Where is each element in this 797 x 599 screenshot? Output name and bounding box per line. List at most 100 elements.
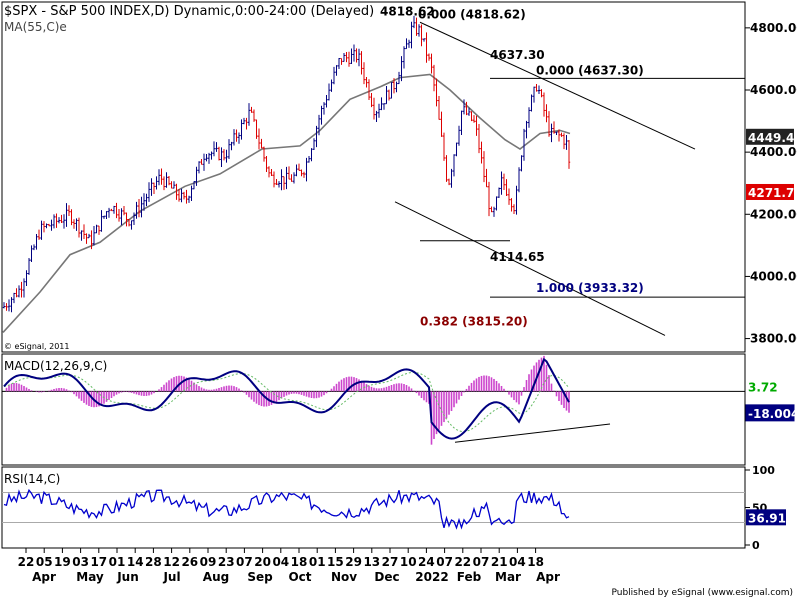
ohlc-bar <box>142 193 146 211</box>
x-day-label: 21 <box>491 555 508 569</box>
ohlc-bar <box>7 299 11 312</box>
ohlc-bar <box>70 209 73 226</box>
ohlc-bar <box>127 218 131 227</box>
ohlc-bar <box>380 97 383 111</box>
ohlc-bar <box>65 203 68 227</box>
ohlc-bar <box>465 101 468 116</box>
x-month-label: Jun <box>116 570 139 584</box>
ohlc-bar <box>155 176 158 190</box>
ohlc-bar <box>37 229 41 240</box>
ohlc-bar <box>307 155 311 163</box>
ohlc-bar <box>145 193 148 207</box>
ohlc-bar <box>427 53 431 61</box>
x-day-label: 07 <box>473 555 490 569</box>
ohlc-bar <box>360 51 363 75</box>
ohlc-bar <box>152 182 156 194</box>
ohlc-bar <box>232 129 236 146</box>
ohlc-bar <box>407 39 411 48</box>
ohlc-bar <box>257 128 261 150</box>
macd-badge-label: -18.004 <box>748 407 797 421</box>
price-annotation: 0.382 (3815.20) <box>420 315 528 329</box>
price-chart-title: $SPX - S&P 500 INDEX,D) Dynamic,0:00-24:… <box>4 4 374 19</box>
ohlc-bar <box>497 187 501 199</box>
ohlc-bar <box>377 103 381 118</box>
ohlc-bar <box>567 139 571 169</box>
ohlc-bar <box>475 115 478 136</box>
ohlc-bar <box>260 138 263 149</box>
x-day-label: 07 <box>236 555 253 569</box>
ohlc-bar <box>100 210 103 232</box>
ohlc-bar <box>32 244 36 251</box>
ohlc-bar <box>285 166 288 190</box>
ohlc-bar <box>472 115 476 123</box>
ohlc-bar <box>532 86 536 103</box>
ohlc-bar <box>240 119 243 140</box>
publisher-footer: Published by eSignal (www.esignal.com) <box>611 588 793 598</box>
ohlc-bar <box>490 206 493 213</box>
ohlc-bar <box>235 129 238 142</box>
ohlc-bar <box>440 111 443 137</box>
ohlc-bar <box>517 167 521 193</box>
x-month-label: Nov <box>331 570 357 584</box>
x-day-label: 14 <box>127 555 144 569</box>
ohlc-bar <box>40 220 43 240</box>
ohlc-bar <box>135 201 138 219</box>
ohlc-bar <box>125 212 128 227</box>
ohlc-bar <box>180 188 183 203</box>
ohlc-bar <box>430 53 433 74</box>
ohlc-bar <box>375 110 378 122</box>
ohlc-bar <box>555 131 558 136</box>
ohlc-bar <box>272 171 276 188</box>
x-day-label: 29 <box>345 555 362 569</box>
ohlc-bar <box>512 204 516 214</box>
ohlc-bar <box>205 154 208 162</box>
ohlc-bar <box>382 103 386 110</box>
x-day-label: 12 <box>163 555 180 569</box>
x-day-label: 17 <box>90 555 107 569</box>
ohlc-bar <box>112 205 116 214</box>
ohlc-bar <box>460 110 463 136</box>
price-ytick-label: 4800.00 <box>750 21 797 35</box>
price-badge <box>746 183 794 200</box>
ohlc-bar <box>90 230 93 250</box>
x-month-label: Apr <box>32 570 56 584</box>
ohlc-bar <box>522 128 526 161</box>
ohlc-bar <box>335 65 338 76</box>
rsi-ytick-label: 0 <box>752 539 760 552</box>
ohlc-bar <box>447 178 451 186</box>
ohlc-bar <box>535 83 538 92</box>
ohlc-bar <box>250 106 253 113</box>
ohlc-bar <box>365 76 368 88</box>
ohlc-bar <box>12 292 16 304</box>
ohlc-bar <box>452 154 456 177</box>
ohlc-bar <box>45 223 48 229</box>
ohlc-bar <box>122 205 126 216</box>
ohlc-bar <box>445 155 448 182</box>
x-day-label: 22 <box>18 555 35 569</box>
ohlc-bar <box>547 111 551 137</box>
ohlc-bar <box>322 102 326 115</box>
x-day-label: 19 <box>54 555 71 569</box>
ohlc-bar <box>315 125 318 148</box>
ohlc-bar <box>130 220 133 230</box>
rsi-panel <box>1 466 746 549</box>
price-badge <box>746 128 794 145</box>
ohlc-bar <box>160 168 163 185</box>
ohlc-bar <box>415 17 418 36</box>
ohlc-bar <box>105 211 108 219</box>
ohlc-bar <box>62 214 66 229</box>
x-day-label: 10 <box>400 555 417 569</box>
ohlc-bar <box>350 48 353 65</box>
ohlc-bar <box>425 32 428 63</box>
ohlc-bar <box>410 21 413 49</box>
x-day-label: 07 <box>436 555 453 569</box>
ohlc-bar <box>422 38 426 42</box>
ohlc-bar <box>457 125 461 146</box>
ohlc-bar <box>52 214 56 229</box>
ohlc-bar <box>277 181 281 188</box>
rsi-badge <box>746 509 786 526</box>
ohlc-bar <box>97 225 101 235</box>
ohlc-bar <box>217 146 221 161</box>
ohlc-bar <box>537 85 541 95</box>
ohlc-bar <box>405 38 408 50</box>
